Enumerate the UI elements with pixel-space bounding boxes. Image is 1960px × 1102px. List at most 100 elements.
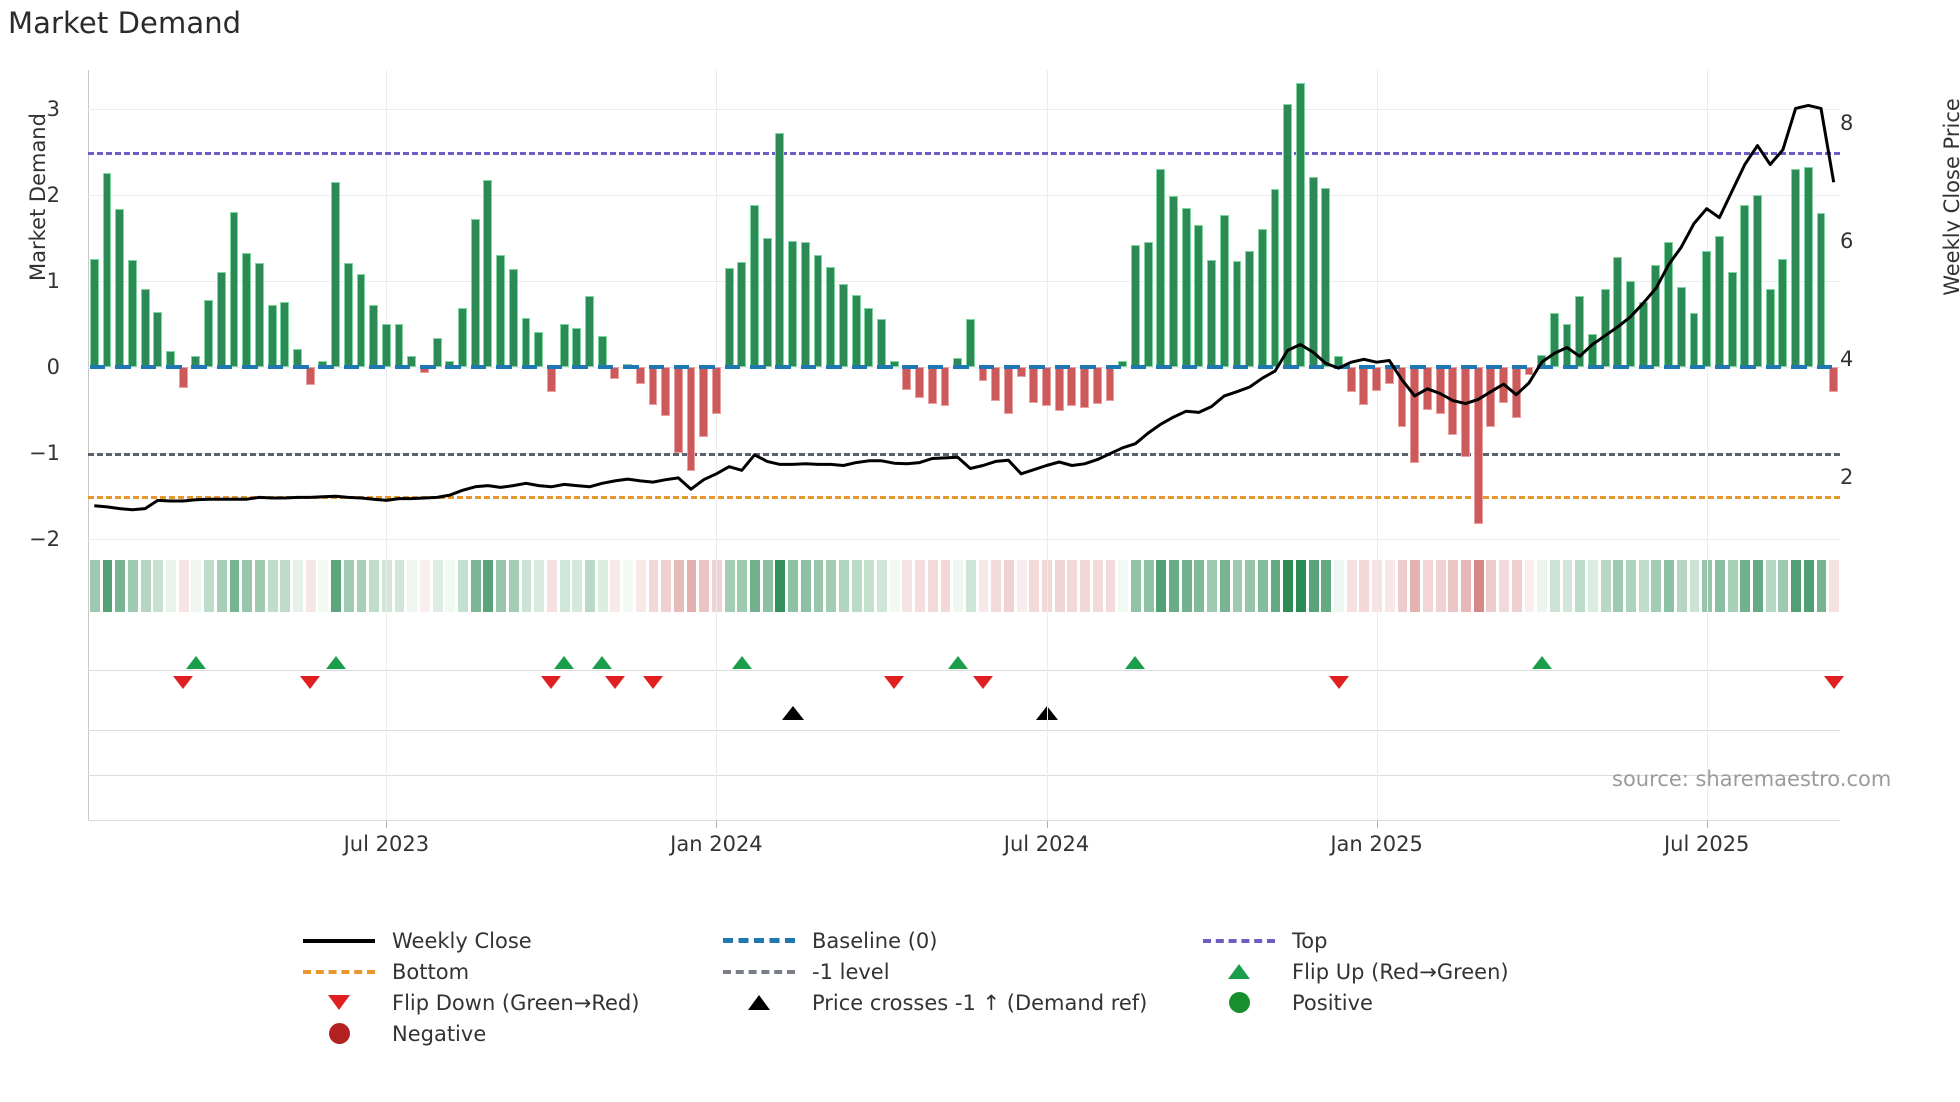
baseline-segment (927, 364, 944, 369)
legend-label: Negative (392, 1021, 487, 1046)
baseline-segment (1638, 364, 1655, 369)
heatmap-cell (940, 560, 951, 612)
demand-bar-positive (1321, 187, 1331, 367)
demand-bar-negative (1486, 366, 1496, 427)
baseline-segment (597, 364, 614, 369)
circle-green-icon (1228, 992, 1250, 1013)
baseline-segment (1714, 364, 1731, 369)
heatmap-cell (153, 560, 164, 612)
baseline-segment (89, 364, 106, 369)
legend-label: Flip Down (Green→Red) (392, 990, 640, 1015)
baseline-segment (1232, 364, 1249, 369)
legend-key (300, 1023, 378, 1044)
heatmap-cell (559, 560, 570, 612)
demand-bar-positive (1600, 289, 1610, 367)
heatmap-cell (1422, 560, 1433, 612)
y-tick-left: 2 (46, 182, 60, 207)
demand-bar-negative (711, 366, 721, 414)
demand-bar-positive (800, 241, 810, 367)
heatmap-cell (1092, 560, 1103, 612)
demand-bar-positive (254, 262, 264, 367)
legend-item[interactable]: Positive (1200, 991, 1620, 1015)
demand-bar-positive (229, 211, 239, 367)
heatmap-cell (1334, 560, 1344, 612)
heatmap-cell (1803, 560, 1814, 612)
baseline-segment (1130, 364, 1147, 369)
legend-item[interactable]: -1 level (720, 960, 1200, 984)
heatmap-cell (458, 560, 468, 612)
demand-bar-negative (1092, 366, 1102, 404)
heatmap-cell (1486, 560, 1497, 612)
baseline-segment (1029, 364, 1045, 369)
reference-line-bottom (88, 495, 1840, 499)
demand-bar-positive (115, 209, 125, 367)
heatmap-cell (1473, 560, 1484, 612)
heatmap-cell (838, 560, 849, 612)
legend-item[interactable]: Negative (300, 1022, 720, 1046)
heatmap-cell (864, 560, 875, 612)
legend-item[interactable]: Price crosses -1 ↑ (Demand ref) (720, 991, 1200, 1015)
gridline-vertical (1046, 70, 1048, 560)
lower-gridline (88, 670, 1840, 671)
demand-bar-positive (394, 323, 404, 367)
legend-item[interactable]: Flip Up (Red→Green) (1200, 960, 1620, 984)
demand-bar-negative (915, 366, 924, 398)
legend-dash-baseline-icon (723, 938, 795, 943)
baseline-segment (267, 364, 284, 369)
heatmap-cell (635, 560, 646, 612)
demand-bar-positive (216, 272, 226, 367)
heatmap-cell (1575, 560, 1586, 612)
legend-item[interactable]: Bottom (300, 960, 720, 984)
baseline-segment (369, 364, 385, 369)
baseline-segment (140, 364, 157, 369)
demand-bar-positive (1626, 280, 1635, 367)
heatmap-cell (661, 560, 672, 612)
legend-item[interactable]: Weekly Close (300, 929, 720, 953)
heatmap-cell (1105, 560, 1116, 612)
baseline-segment (1308, 364, 1325, 369)
demand-bar-positive (1295, 82, 1305, 367)
circle-red-icon (328, 1023, 350, 1044)
demand-heatmap-strip (88, 560, 1840, 612)
baseline-segment (1816, 364, 1833, 369)
baseline-segment (1207, 364, 1223, 369)
baseline-segment (1537, 364, 1553, 369)
demand-bar-positive (1130, 244, 1140, 367)
heatmap-cell (800, 560, 811, 612)
lower-gridline-vertical (386, 560, 388, 820)
baseline-segment (1410, 364, 1426, 369)
heatmap-cell (1448, 560, 1459, 612)
heatmap-cell (1778, 560, 1789, 612)
baseline-segment (978, 364, 995, 369)
lower-gridline-vertical (1046, 560, 1048, 820)
demand-bar-positive (1753, 194, 1762, 367)
demand-bar-positive (1562, 323, 1572, 367)
heatmap-cell (1054, 560, 1065, 612)
heatmap-cell (1740, 560, 1751, 612)
lower-gridline (88, 730, 1840, 731)
legend-label: Baseline (0) (812, 928, 938, 953)
demand-bar-positive (1791, 168, 1800, 367)
baseline-segment (1105, 364, 1122, 369)
heatmap-cell (1791, 560, 1801, 612)
demand-bar-positive (1714, 235, 1724, 367)
heatmap-cell (1143, 560, 1154, 612)
heatmap-cell (965, 560, 976, 612)
legend-item[interactable]: Baseline (0) (720, 929, 1200, 953)
y-tick-right: 8 (1840, 111, 1854, 136)
heatmap-cell (851, 560, 862, 612)
heatmap-cell (572, 560, 583, 612)
legend-item[interactable]: Top (1200, 929, 1620, 953)
legend-item[interactable]: Flip Down (Green→Red) (300, 991, 720, 1015)
baseline-segment (1334, 364, 1350, 369)
baseline-segment (1080, 364, 1096, 369)
heatmap-cell (1016, 560, 1027, 612)
x-tick-mark (1706, 820, 1708, 828)
baseline-segment (191, 364, 208, 369)
heatmap-cell (102, 560, 113, 612)
legend-key (720, 969, 798, 974)
legend-line-icon (303, 938, 375, 943)
heatmap-cell (775, 560, 786, 612)
heatmap-cell (1156, 560, 1167, 612)
demand-bar-negative (940, 366, 950, 407)
